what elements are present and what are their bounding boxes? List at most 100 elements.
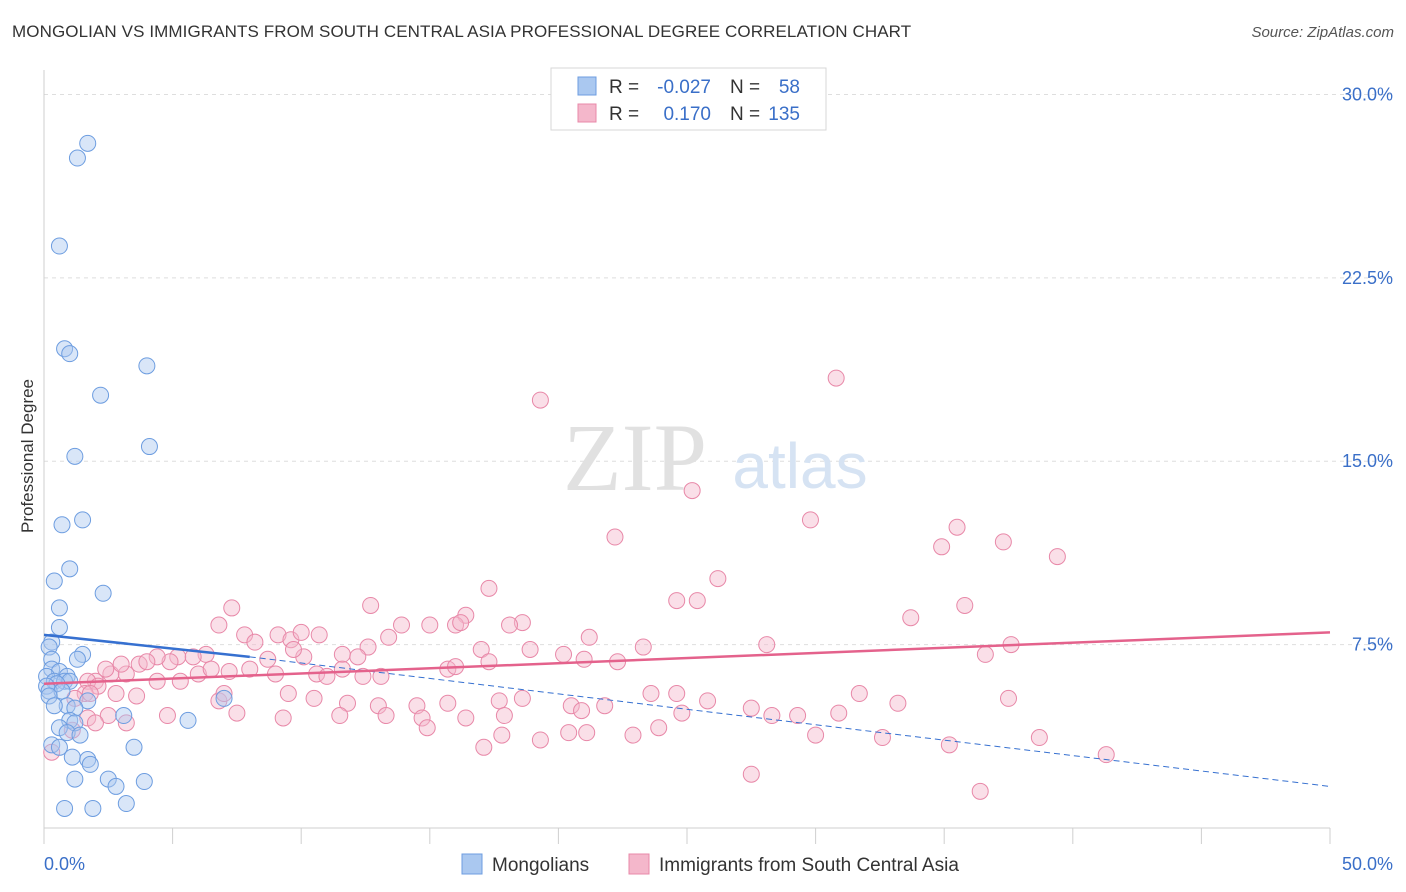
immigrant-point (673, 704, 691, 722)
mongolian-point (58, 724, 76, 742)
immigrant-point (107, 685, 125, 703)
mongolian-point (68, 650, 86, 668)
immigrant-point (138, 653, 156, 671)
immigrant-point (956, 596, 974, 614)
immigrant-point (161, 653, 179, 671)
gridlines: 7.5% 15.0% 22.5% 30.0% (44, 84, 1393, 655)
mongolian-point (71, 726, 89, 744)
immigrant-point (338, 694, 356, 712)
mongolian-point (66, 447, 84, 465)
mongolian-point (56, 799, 74, 817)
immigrant-point (380, 628, 398, 646)
immigrant-point (699, 692, 717, 710)
immigrant-trend-line (43, 631, 1331, 685)
immigrant-point (513, 614, 531, 632)
mongolian-trend-line (43, 633, 250, 659)
immigrant-point (493, 726, 511, 744)
immigrant-point (513, 689, 531, 707)
mongolian-point (50, 599, 68, 617)
immigrant-point (439, 694, 457, 712)
immigrant-point (292, 623, 310, 641)
axes: 0.0% 50.0% (43, 70, 1393, 874)
legend-blue-r-label: R = (609, 77, 639, 98)
mongolian-point (68, 149, 86, 167)
immigrant-point (624, 726, 642, 744)
immigrant-point (940, 736, 958, 754)
immigrant-point (349, 648, 367, 666)
immigrant-point (606, 528, 624, 546)
immigrant-point (501, 616, 519, 634)
immigrant-point (573, 702, 591, 720)
legend-immigrants-swatch (628, 853, 650, 875)
legend-pink-n-value: 135 (768, 104, 800, 125)
immigrant-point (758, 636, 776, 654)
immigrant-point (99, 707, 117, 725)
mongolian-point (107, 777, 125, 795)
mongolian-point (38, 677, 56, 695)
mongolian-trend-extension (249, 656, 1331, 787)
immigrant-point (650, 719, 668, 737)
series-legend: Mongolians Immigrants from South Central… (461, 853, 959, 876)
mongolian-point (66, 770, 84, 788)
mongolian-point (43, 633, 61, 651)
immigrant-point (1048, 548, 1066, 566)
y-tick-label: 30.0% (1342, 84, 1393, 104)
mongolian-point (92, 386, 110, 404)
mongolian-point (50, 738, 68, 756)
immigrant-point (413, 709, 431, 727)
immigrant-point (259, 650, 277, 668)
immigrant-point (531, 391, 549, 409)
immigrant-point (668, 685, 686, 703)
immigrant-point (117, 665, 135, 683)
immigrant-point (202, 660, 220, 678)
immigrant-point (642, 685, 660, 703)
immigrant-point (112, 655, 130, 673)
legend-pink-r-label: R = (609, 104, 639, 125)
mongolian-point (125, 738, 143, 756)
legend-pink-swatch (577, 103, 597, 123)
mongolian-point (50, 618, 68, 636)
immigrant-point (580, 628, 598, 646)
immigrant-point (279, 685, 297, 703)
immigrant-point (305, 689, 323, 707)
watermark-zip: ZIP (563, 404, 707, 511)
legend-mongolians-swatch (461, 853, 483, 875)
mongolian-point (53, 516, 71, 534)
immigrant-point (560, 724, 578, 742)
x-tick-label-max: 50.0% (1342, 854, 1393, 874)
mongolian-point (79, 134, 97, 152)
immigrant-point (228, 704, 246, 722)
immigrant-point (215, 685, 233, 703)
immigrant-point (683, 482, 701, 500)
immigrant-point (807, 726, 825, 744)
immigrant-point (801, 511, 819, 529)
trend-lines (43, 631, 1331, 787)
y-tick-label: 15.0% (1342, 451, 1393, 471)
immigrant-point (148, 672, 166, 690)
immigrant-point (377, 707, 395, 725)
mongolian-point (61, 345, 79, 363)
immigrant-point (480, 579, 498, 597)
immigrant-point (971, 782, 989, 800)
mongolian-point (94, 584, 112, 602)
mongolian-point (61, 560, 79, 578)
legend-mongolians-label: Mongolians (492, 855, 589, 876)
immigrant-point (575, 650, 593, 668)
immigrant-point (372, 667, 390, 685)
watermark: ZIP atlas (563, 404, 868, 511)
immigrant-point (128, 687, 146, 705)
mongolian-point (74, 511, 92, 529)
immigrant-point (418, 719, 436, 737)
mongolian-point (81, 755, 99, 773)
immigrant-point (763, 707, 781, 725)
immigrant-point (1097, 746, 1115, 764)
immigrant-point (421, 616, 439, 634)
legend-blue-n-value: 58 (779, 77, 800, 98)
watermark-atlas: atlas (732, 430, 867, 502)
immigrant-point (976, 645, 994, 663)
immigrant-point (333, 660, 351, 678)
mongolian-point (45, 572, 63, 590)
legend-blue-n-label: N = (730, 77, 760, 98)
immigrant-point (827, 369, 845, 387)
legend-pink-n-label: N = (730, 104, 760, 125)
